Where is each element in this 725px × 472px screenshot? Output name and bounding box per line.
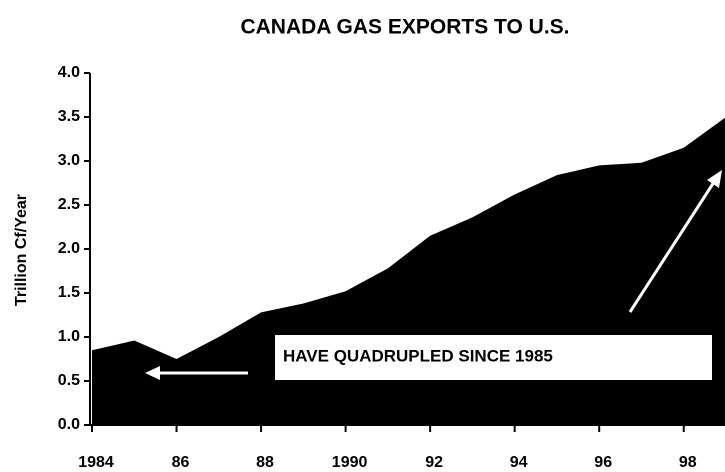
x-tick-label: 1984 — [78, 454, 114, 471]
x-tick-label: 86 — [172, 454, 190, 471]
annotations: HAVE QUADRUPLED SINCE 1985 — [145, 170, 722, 380]
arrow-head — [145, 366, 160, 380]
y-tick-label: 2.5 — [58, 196, 80, 213]
y-tick-label: 2.0 — [58, 240, 80, 257]
y-tick-label: 3.0 — [58, 152, 80, 169]
y-axis-label: Trillion Cf/Year — [13, 194, 30, 306]
y-tick-label: 1.0 — [58, 328, 80, 345]
x-tick-label: 94 — [510, 454, 528, 471]
x-tick-label: 88 — [256, 454, 274, 471]
y-tick-label: 1.5 — [58, 284, 80, 301]
plot-area: 0.0 0.5 1.0 1.5 2.0 2.5 3.0 3.5 4.0 1984 86 88 1990 9… — [58, 64, 725, 471]
annotation-text: HAVE QUADRUPLED SINCE 1985 — [283, 346, 553, 365]
arrow-line — [628, 181, 716, 313]
x-tick-label: 1990 — [332, 454, 368, 471]
y-tick-label: 3.5 — [58, 108, 80, 125]
x-tick-label: 98 — [679, 454, 697, 471]
x-tick-label: 92 — [425, 454, 443, 471]
y-tick-label: 0.5 — [58, 372, 80, 389]
x-tick-label: 96 — [594, 454, 612, 471]
y-tick-label: 0.0 — [58, 416, 80, 433]
y-tick-label: 4.0 — [58, 64, 80, 81]
arrow-head — [707, 170, 722, 188]
annotation-box — [275, 335, 712, 380]
chart-title: CANADA GAS EXPORTS TO U.S. — [240, 16, 569, 39]
